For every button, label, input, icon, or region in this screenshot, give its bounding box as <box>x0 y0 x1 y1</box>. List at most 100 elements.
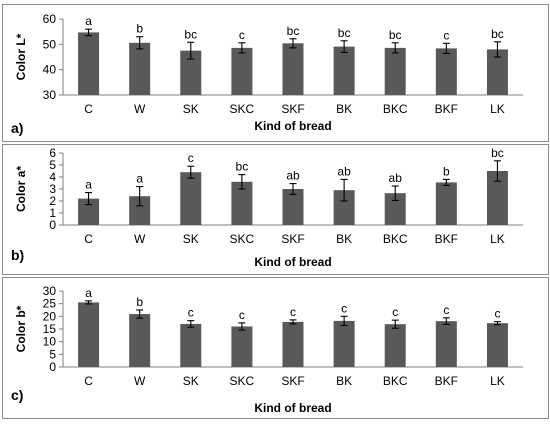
bar-skc <box>231 181 253 225</box>
error-bar-w <box>136 36 144 50</box>
significance-label: c <box>392 305 398 319</box>
bar-c <box>78 32 100 95</box>
error-bar-bkc <box>391 185 399 201</box>
bar-skc <box>231 326 253 367</box>
significance-label: a <box>136 172 143 186</box>
significance-label: ab <box>389 171 403 185</box>
bar-c <box>78 198 100 225</box>
significance-label: bc <box>287 24 300 38</box>
bar-sk <box>180 172 202 225</box>
x-tick-label: BKF <box>435 232 458 246</box>
bar-lk <box>486 49 508 95</box>
error-bar-bkf <box>442 42 450 55</box>
bar-bk <box>333 320 355 367</box>
error-bar-skf <box>289 319 297 325</box>
y-tick-label: 6 <box>49 146 56 160</box>
y-tick-label: 25 <box>43 297 57 311</box>
bar-bk <box>333 46 355 95</box>
x-tick-label: BK <box>336 374 352 388</box>
y-tick-label: 5 <box>49 347 56 361</box>
error-bar-bk <box>340 40 348 53</box>
significance-label: bc <box>389 28 402 42</box>
error-bar-skf <box>289 38 297 49</box>
significance-label: c <box>188 151 194 165</box>
x-tick-label: SK <box>183 232 199 246</box>
error-bar-skf <box>289 183 297 195</box>
y-tick-label: 10 <box>43 335 57 349</box>
x-axis-title: Kind of bread <box>254 255 331 269</box>
bar-bkc <box>384 324 406 367</box>
error-bar-c <box>85 28 93 37</box>
bar-skf <box>282 321 304 367</box>
error-bar-bk <box>340 315 348 327</box>
chart-a-svg: 30 40 50 60 a Cb Wbc SK c SKC bc SKF bc BK bc BKC c BKF bc… <box>11 12 523 136</box>
x-axis-title: Kind of bread <box>254 119 331 133</box>
x-tick-label: SKF <box>281 232 304 246</box>
y-tick-label: 30 <box>43 284 57 298</box>
significance-label: bc <box>491 27 504 41</box>
significance-label: a <box>85 286 92 300</box>
y-tick-label: 50 <box>43 37 57 51</box>
x-tick-label: BKC <box>383 232 408 246</box>
significance-label: ab <box>337 164 351 178</box>
y-axis-title: Color a* <box>14 166 28 212</box>
y-tick-label: 20 <box>43 309 57 323</box>
x-tick-label: BKC <box>383 374 408 388</box>
error-bar-c <box>85 192 93 206</box>
y-tick-label: 2 <box>49 194 56 208</box>
x-tick-label: SKC <box>230 374 255 388</box>
y-tick-label: 1 <box>49 206 56 220</box>
error-bar-skc <box>238 322 246 331</box>
error-bar-bk <box>340 178 348 202</box>
significance-label: bc <box>338 26 351 40</box>
x-tick-label: C <box>84 232 93 246</box>
panel-label-b: b) <box>11 247 24 263</box>
bar-bkc <box>384 47 406 95</box>
significance-label: b <box>136 22 143 36</box>
x-tick-label: W <box>134 374 146 388</box>
error-bar-skc <box>238 174 246 190</box>
y-tick-label: 60 <box>43 12 57 26</box>
bar-bkf <box>435 182 457 225</box>
bar-c <box>78 302 100 367</box>
error-bar-c <box>85 300 93 305</box>
significance-label: c <box>239 308 245 322</box>
significance-label: c <box>239 28 245 42</box>
y-tick-label: 0 <box>49 360 56 374</box>
bar-bkc <box>384 193 406 225</box>
x-tick-label: BKF <box>435 102 458 116</box>
error-bar-bkc <box>391 42 399 54</box>
bar-skc <box>231 47 253 95</box>
y-tick-label: 0 <box>49 218 56 232</box>
error-bar-sk <box>187 165 195 179</box>
bar-skf <box>282 189 304 225</box>
error-bar-w <box>136 309 144 319</box>
significance-label: ab <box>286 169 300 183</box>
error-bar-lk <box>493 321 501 326</box>
error-bar-bkf <box>442 178 450 186</box>
x-tick-label: BKC <box>383 102 408 116</box>
significance-label: bc <box>236 160 249 174</box>
x-tick-label: BK <box>336 232 352 246</box>
x-tick-label: W <box>134 232 146 246</box>
significance-label: b <box>443 164 450 178</box>
significance-label: c <box>188 306 194 320</box>
significance-label: bc <box>184 27 197 41</box>
significance-label: c <box>290 305 296 319</box>
significance-label: a <box>85 14 92 28</box>
bar-sk <box>180 50 202 95</box>
y-tick-label: 4 <box>49 170 56 184</box>
y-tick-label: 40 <box>43 63 57 77</box>
y-tick-label: 30 <box>43 88 57 102</box>
x-axis-title: Kind of bread <box>254 401 331 415</box>
x-tick-label: SKF <box>281 374 304 388</box>
bar-bk <box>333 190 355 225</box>
error-bar-skc <box>238 42 246 54</box>
bar-w <box>129 42 151 95</box>
x-tick-label: LK <box>490 374 505 388</box>
